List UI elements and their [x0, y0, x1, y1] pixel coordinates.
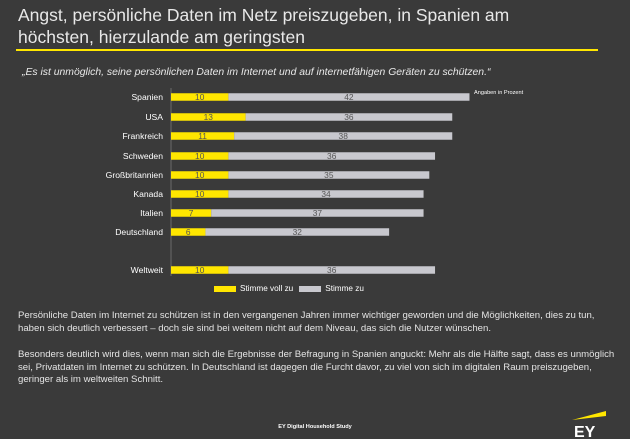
- bar-segment-full: [171, 266, 229, 274]
- category-label: Weltweit: [131, 265, 164, 275]
- ey-logo: EY: [572, 411, 606, 439]
- data-label-partial: 32: [293, 227, 303, 237]
- data-label-partial: 34: [321, 189, 331, 199]
- body-paragraph: Persönliche Daten im Internet zu schütze…: [18, 310, 595, 334]
- stacked-bar-chart: Spanien 10 42 USA 13 36 Frankreich 11 38 Schweden…: [106, 88, 470, 276]
- footer-source: EY Digital Household Study: [278, 424, 352, 430]
- category-label: Kanada: [133, 189, 163, 199]
- bar-row: USA 13 36: [145, 112, 453, 122]
- data-label-partial: 38: [339, 131, 349, 141]
- data-label-partial: 36: [344, 112, 354, 122]
- bar-segment-full: [171, 152, 229, 160]
- category-label: Spanien: [131, 92, 163, 102]
- category-label: Frankreich: [122, 131, 163, 141]
- data-label-full: 7: [189, 208, 194, 218]
- bar-segment-partial: [228, 190, 424, 198]
- ey-logo-text: EY: [574, 424, 596, 439]
- quote: „Es ist unmöglich, seine persönlichen Da…: [22, 67, 491, 78]
- bar-segment-partial: [228, 266, 436, 274]
- legend: Stimme voll zu Stimme zu: [214, 284, 366, 293]
- bar-segment-full: [171, 132, 235, 140]
- category-label: USA: [145, 112, 163, 122]
- bar-segment-partial: [211, 209, 424, 217]
- data-label-full: 10: [195, 92, 205, 102]
- data-label-full: 11: [198, 131, 207, 141]
- bar-segment-partial: [245, 113, 453, 121]
- category-label: Italien: [140, 208, 163, 218]
- data-label-full: 13: [204, 112, 214, 122]
- legend-label-full: Stimme voll zu: [240, 284, 294, 293]
- title-rule: [16, 49, 598, 51]
- body-text: Persönliche Daten im Internet zu schütze…: [18, 310, 618, 401]
- category-label: Großbritannien: [106, 170, 164, 180]
- legend-label-partial: Stimme zu: [325, 284, 364, 293]
- data-label-full: 10: [195, 151, 205, 161]
- bar-segment-full: [171, 93, 229, 101]
- bar-row: Spanien 10 42: [131, 92, 470, 102]
- data-label-partial: 42: [344, 92, 354, 102]
- data-label-full: 6: [186, 227, 191, 237]
- unit-note: Angaben in Prozent: [474, 90, 524, 96]
- data-label-full: 10: [195, 189, 205, 199]
- legend-swatch-partial: [299, 285, 322, 292]
- bar-segment-full: [171, 190, 229, 198]
- bar-row: Deutschland 6 32: [115, 227, 390, 237]
- category-label: Deutschland: [115, 227, 163, 237]
- bar-row: Großbritannien 10 35: [106, 170, 430, 180]
- bar-segment-partial: [234, 132, 453, 140]
- data-label-full: 10: [195, 265, 205, 275]
- bar-segment-full: [171, 228, 206, 236]
- body-paragraph: Besonders deutlich wird dies, wenn man s…: [18, 349, 615, 386]
- headline: Angst, persönliche Daten im Netz preiszu…: [18, 5, 510, 47]
- category-label: Schweden: [123, 151, 163, 161]
- bar-row: Weltweit 10 36: [131, 265, 436, 275]
- bar-segment-full: [171, 113, 246, 121]
- bar-segment-partial: [205, 228, 390, 236]
- data-label-partial: 35: [324, 170, 334, 180]
- bar-row: Schweden 10 36: [123, 151, 436, 161]
- bar-segment-partial: [228, 93, 470, 101]
- bar-row: Frankreich 11 38: [122, 131, 453, 141]
- bar-segment-full: [171, 171, 229, 179]
- data-label-full: 10: [195, 170, 205, 180]
- bar-row: Italien 7 37: [140, 208, 424, 218]
- legend-item-partial: Stimme zu: [299, 284, 364, 293]
- legend-swatch-full: [214, 285, 236, 292]
- legend-item-full: Stimme voll zu: [214, 284, 293, 293]
- bar-segment-full: [171, 209, 212, 217]
- bar-row: Kanada 10 34: [133, 189, 424, 199]
- data-label-partial: 36: [327, 151, 337, 161]
- bar-segment-partial: [228, 171, 430, 179]
- data-label-partial: 36: [327, 265, 337, 275]
- bar-segment-partial: [228, 152, 436, 160]
- data-label-partial: 37: [313, 208, 323, 218]
